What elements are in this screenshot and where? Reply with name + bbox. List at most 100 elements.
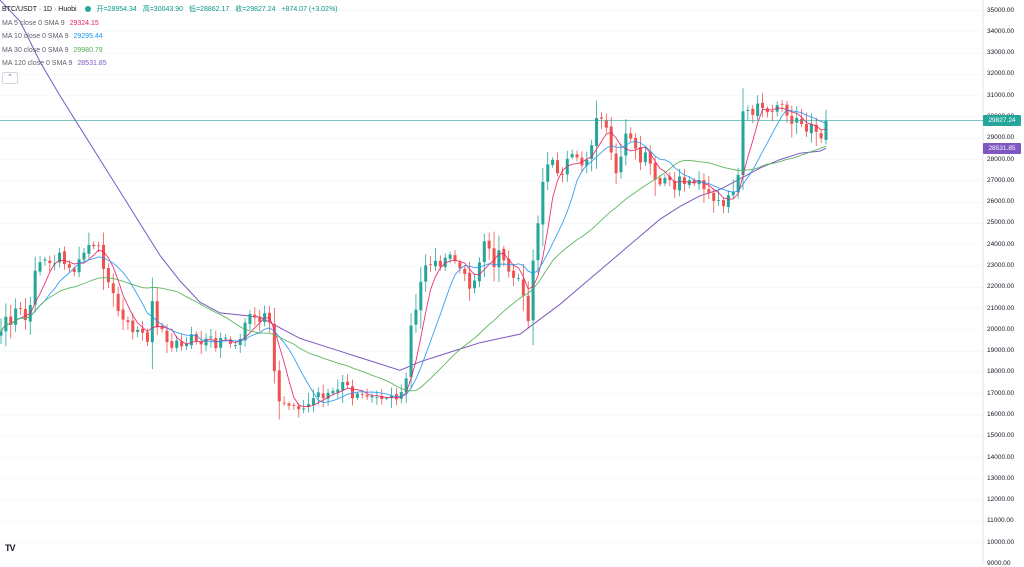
candle xyxy=(516,273,520,282)
candle-body xyxy=(653,162,657,180)
candle-body xyxy=(150,301,154,343)
candle-body xyxy=(638,147,643,163)
y-tick-label: 18000.00 xyxy=(987,368,1015,376)
candle xyxy=(731,179,735,200)
candle xyxy=(287,401,291,410)
candle-body xyxy=(297,406,301,410)
candle-body xyxy=(302,408,306,410)
candle xyxy=(219,332,223,358)
moving-average-layer xyxy=(0,107,827,408)
candle xyxy=(253,307,257,326)
candle-body xyxy=(804,124,808,132)
candle xyxy=(321,384,325,408)
candle-body xyxy=(204,338,208,346)
y-tick-label: 15000.00 xyxy=(987,432,1015,440)
candle-body xyxy=(385,398,389,399)
candle-body xyxy=(287,403,291,406)
candle-body xyxy=(375,397,379,399)
y-tick-label: 16000.00 xyxy=(987,411,1015,419)
legend-ma5[interactable]: MA 5 close 0 SMA 9 29324.15 xyxy=(2,17,338,31)
candle-body xyxy=(258,316,262,322)
candle-body xyxy=(409,325,413,378)
candle xyxy=(92,241,96,250)
candle xyxy=(536,215,540,274)
candle-body xyxy=(717,200,721,201)
candle-body xyxy=(350,386,354,399)
candle xyxy=(282,396,286,406)
candle-body xyxy=(663,177,667,184)
candle-body xyxy=(497,250,501,268)
candle-body xyxy=(341,382,345,391)
candle xyxy=(761,93,765,118)
candle xyxy=(82,248,86,263)
candle xyxy=(43,256,47,266)
candle-body xyxy=(238,339,242,346)
candle-body xyxy=(62,251,66,265)
candle-body xyxy=(331,390,335,394)
candle-body xyxy=(48,260,52,264)
candle-body xyxy=(228,339,232,344)
candle-body xyxy=(770,111,774,112)
candle-body xyxy=(824,120,828,140)
candle-body xyxy=(219,338,223,348)
candle-body xyxy=(424,265,428,282)
candle-body xyxy=(272,323,276,372)
candle xyxy=(785,100,789,123)
y-tick-label: 26000.00 xyxy=(987,198,1015,206)
legend-ma120[interactable]: MA 120 close 0 SMA 9 28531.85 xyxy=(2,57,338,71)
symbol-header[interactable]: BTC/USDT · 1D · Huobi 开=28954.34 高=30043… xyxy=(2,3,338,17)
candle-body xyxy=(355,393,359,398)
candlestick-layer xyxy=(0,88,828,420)
candle-body xyxy=(570,154,574,158)
candle-body xyxy=(141,328,145,333)
candle-body xyxy=(595,118,599,146)
candle-body xyxy=(14,308,18,325)
candle-body xyxy=(243,322,247,341)
legend-ma120-label: MA 120 close 0 SMA 9 xyxy=(2,60,73,67)
candle-body xyxy=(23,308,27,321)
candle xyxy=(800,108,804,128)
candle xyxy=(770,104,774,122)
candle-body xyxy=(448,254,452,259)
candle-body xyxy=(414,309,418,325)
legend-ma30[interactable]: MA 30 close 0 SMA 9 29980.79 xyxy=(2,44,338,58)
chevron-up-icon[interactable]: ⌃ xyxy=(2,71,18,84)
candle xyxy=(721,197,725,214)
candle-body xyxy=(311,398,315,405)
candle xyxy=(609,116,613,161)
legend-ma5-label: MA 5 close 0 SMA 9 xyxy=(2,19,65,27)
candle-body xyxy=(43,259,47,261)
y-tick-label: 25000.00 xyxy=(987,219,1015,227)
tradingview-logo[interactable]: TV xyxy=(5,543,16,553)
candle-body xyxy=(160,326,164,330)
ma-line-10 xyxy=(0,109,827,404)
legend-ma10[interactable]: MA 10 close 0 SMA 9 29295.44 xyxy=(2,30,338,44)
legend-ma120-value: 28531.85 xyxy=(77,60,107,67)
candle-body xyxy=(473,280,477,289)
candle-body xyxy=(502,248,506,261)
candle xyxy=(521,264,525,311)
candle-body xyxy=(726,195,730,208)
candle-body xyxy=(819,133,823,139)
candle xyxy=(341,374,345,403)
candle-body xyxy=(180,341,184,347)
candle-body xyxy=(551,159,555,166)
candle-body xyxy=(282,402,286,404)
symbol-title[interactable]: BTC/USDT · 1D · Huobi xyxy=(2,6,77,13)
candle xyxy=(194,331,198,345)
open-value: 开=28954.34 xyxy=(96,6,137,13)
candle xyxy=(116,286,120,317)
candle-body xyxy=(92,244,96,247)
candle xyxy=(531,249,535,346)
y-tick-label: 33000.00 xyxy=(987,49,1015,57)
candle-body xyxy=(116,293,120,311)
y-tick-label: 21000.00 xyxy=(987,304,1015,312)
candle-body xyxy=(209,336,213,338)
candle xyxy=(365,388,369,401)
candle-body xyxy=(253,314,257,318)
candle xyxy=(497,235,501,282)
y-tick-label: 32000.00 xyxy=(987,70,1015,78)
candle xyxy=(648,145,652,175)
candle xyxy=(658,175,662,187)
